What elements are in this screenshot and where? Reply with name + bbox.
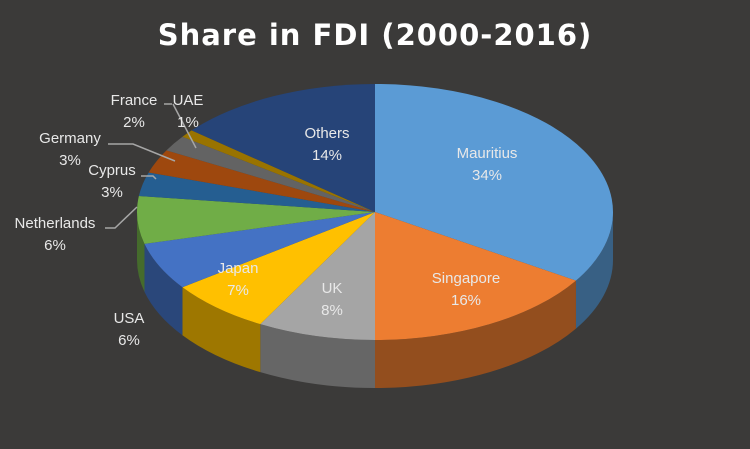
pie-side-mauritius [575,212,613,329]
data-label-france: France 2% [110,92,158,131]
data-label-others: Others 14% [304,125,350,164]
pie-slice-uk [260,212,375,340]
leader-lines [105,103,197,229]
leader-line-germany [108,143,176,162]
pie-side-usa [144,243,183,336]
data-label-japan: Japan 7% [217,260,259,299]
pie-slice-netherlands [137,195,375,244]
pie-slice-germany [148,150,375,212]
leader-line-netherlands [105,206,138,229]
data-label-mauritius: Mauritius 34% [456,145,518,184]
pie-slice-uae [182,130,375,212]
pie-slice-usa [144,212,375,288]
pie-slice-japan [182,212,375,325]
leader-line-cyprus [141,175,157,180]
pie-slice-mauritius [375,84,613,281]
pie-slice-france [166,136,375,212]
chart-title: Share in FDI (2000-2016) [157,18,593,52]
pie-side-uk [260,324,375,388]
pie-side-singapore [375,280,576,388]
pie-side-netherlands [137,212,145,292]
data-label-netherlands: Netherlands 6% [14,215,96,254]
data-label-germany: Germany 3% [39,130,101,169]
data-label-singapore: Singapore 16% [431,270,501,309]
leader-line-uae [172,103,197,149]
pie-slice-singapore [375,212,576,340]
data-label-cyprus: Cyprus 3% [88,162,136,201]
data-label-usa: USA 6% [113,310,145,349]
pie-slice-others [191,84,375,212]
pie-side-japan [182,287,261,373]
pie-slice-cyprus [138,172,375,212]
data-label-uae: UAE 1% [172,92,204,131]
data-label-uk: UK 8% [321,280,343,319]
